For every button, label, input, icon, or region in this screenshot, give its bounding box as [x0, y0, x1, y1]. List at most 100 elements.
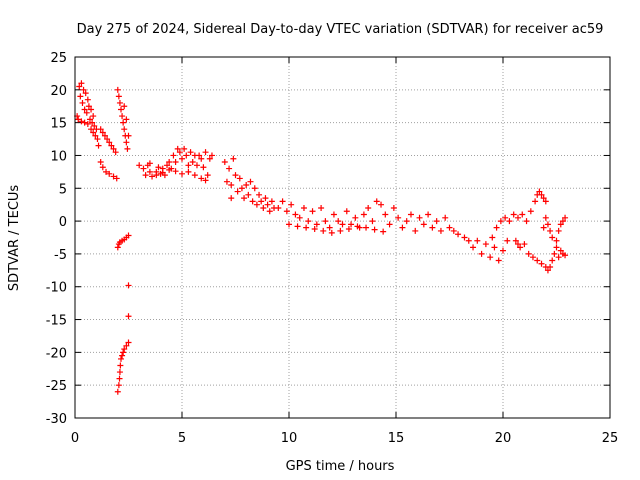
y-tick-label: -10	[46, 281, 67, 296]
data-point	[202, 177, 209, 184]
data-point	[198, 175, 205, 182]
data-point	[95, 142, 102, 149]
data-point	[352, 214, 359, 221]
data-point	[553, 237, 560, 244]
data-point	[193, 162, 200, 169]
data-point	[504, 237, 511, 244]
y-tick-label: 20	[50, 84, 67, 99]
data-point	[159, 169, 166, 176]
data-point	[208, 152, 215, 159]
data-point	[264, 201, 271, 208]
data-point	[433, 218, 440, 225]
data-point	[557, 221, 564, 228]
data-point	[540, 224, 547, 231]
data-point	[245, 191, 252, 198]
y-tick-label: -15	[46, 314, 67, 329]
data-point	[166, 159, 173, 166]
data-point	[114, 244, 121, 251]
data-point	[292, 211, 299, 218]
data-point	[288, 201, 295, 208]
data-point	[146, 168, 153, 175]
data-point	[228, 181, 235, 188]
data-point	[118, 106, 125, 113]
data-point	[557, 247, 564, 254]
y-tick-label: -25	[46, 379, 67, 394]
plot-frame	[74, 56, 611, 419]
data-point	[542, 214, 549, 221]
data-point	[136, 162, 143, 169]
data-point	[241, 195, 248, 202]
data-point	[125, 232, 132, 239]
data-point	[115, 93, 122, 100]
data-point	[559, 218, 566, 225]
data-point	[249, 198, 256, 205]
data-point	[461, 234, 468, 241]
y-tick-label: 0	[59, 215, 67, 230]
data-point	[228, 195, 235, 202]
data-point	[123, 139, 130, 146]
data-point	[77, 93, 84, 100]
data-point	[121, 126, 128, 133]
data-point	[549, 257, 556, 264]
data-point	[149, 173, 156, 180]
data-point	[311, 225, 318, 232]
data-point	[94, 136, 101, 143]
data-point	[99, 164, 106, 171]
data-point	[106, 170, 113, 177]
data-point	[491, 244, 498, 251]
data-point	[146, 160, 153, 167]
data-point	[81, 106, 88, 113]
data-point	[176, 149, 183, 156]
data-point	[97, 159, 104, 166]
data-point	[544, 267, 551, 274]
data-point	[155, 164, 162, 171]
data-point	[493, 224, 500, 231]
data-point	[465, 237, 472, 244]
data-point	[125, 132, 132, 139]
data-point	[330, 211, 337, 218]
data-point	[123, 342, 130, 349]
data-point	[116, 369, 123, 376]
data-point	[328, 229, 335, 236]
data-point	[403, 218, 410, 225]
data-point	[179, 170, 185, 177]
data-point	[114, 388, 121, 395]
data-point	[243, 181, 250, 188]
data-point	[538, 191, 545, 198]
data-point	[279, 198, 286, 205]
data-point	[523, 218, 530, 225]
data-point	[551, 250, 558, 257]
data-point	[238, 185, 245, 192]
data-point	[113, 175, 120, 182]
data-point	[236, 175, 243, 182]
grid	[75, 57, 610, 418]
data-point	[268, 198, 275, 205]
data-point	[174, 145, 181, 152]
data-point	[90, 129, 97, 136]
data-point	[266, 208, 273, 215]
data-point	[294, 223, 301, 230]
data-point	[514, 214, 521, 221]
data-point	[101, 132, 108, 139]
data-point	[429, 224, 436, 231]
data-point	[226, 165, 233, 172]
data-point	[519, 211, 526, 218]
data-point	[97, 126, 104, 133]
data-point	[303, 224, 310, 231]
data-point	[348, 221, 355, 228]
data-point	[446, 224, 453, 231]
data-point	[275, 204, 282, 211]
data-point	[495, 257, 502, 264]
data-point	[407, 211, 414, 218]
data-point	[487, 254, 494, 261]
data-point	[232, 172, 239, 179]
data-point	[512, 237, 519, 244]
data-point	[283, 208, 290, 215]
data-point	[309, 208, 316, 215]
data-point	[112, 149, 119, 156]
data-point	[223, 178, 230, 185]
data-point	[185, 168, 192, 175]
data-point	[196, 152, 203, 159]
data-point	[104, 136, 111, 143]
